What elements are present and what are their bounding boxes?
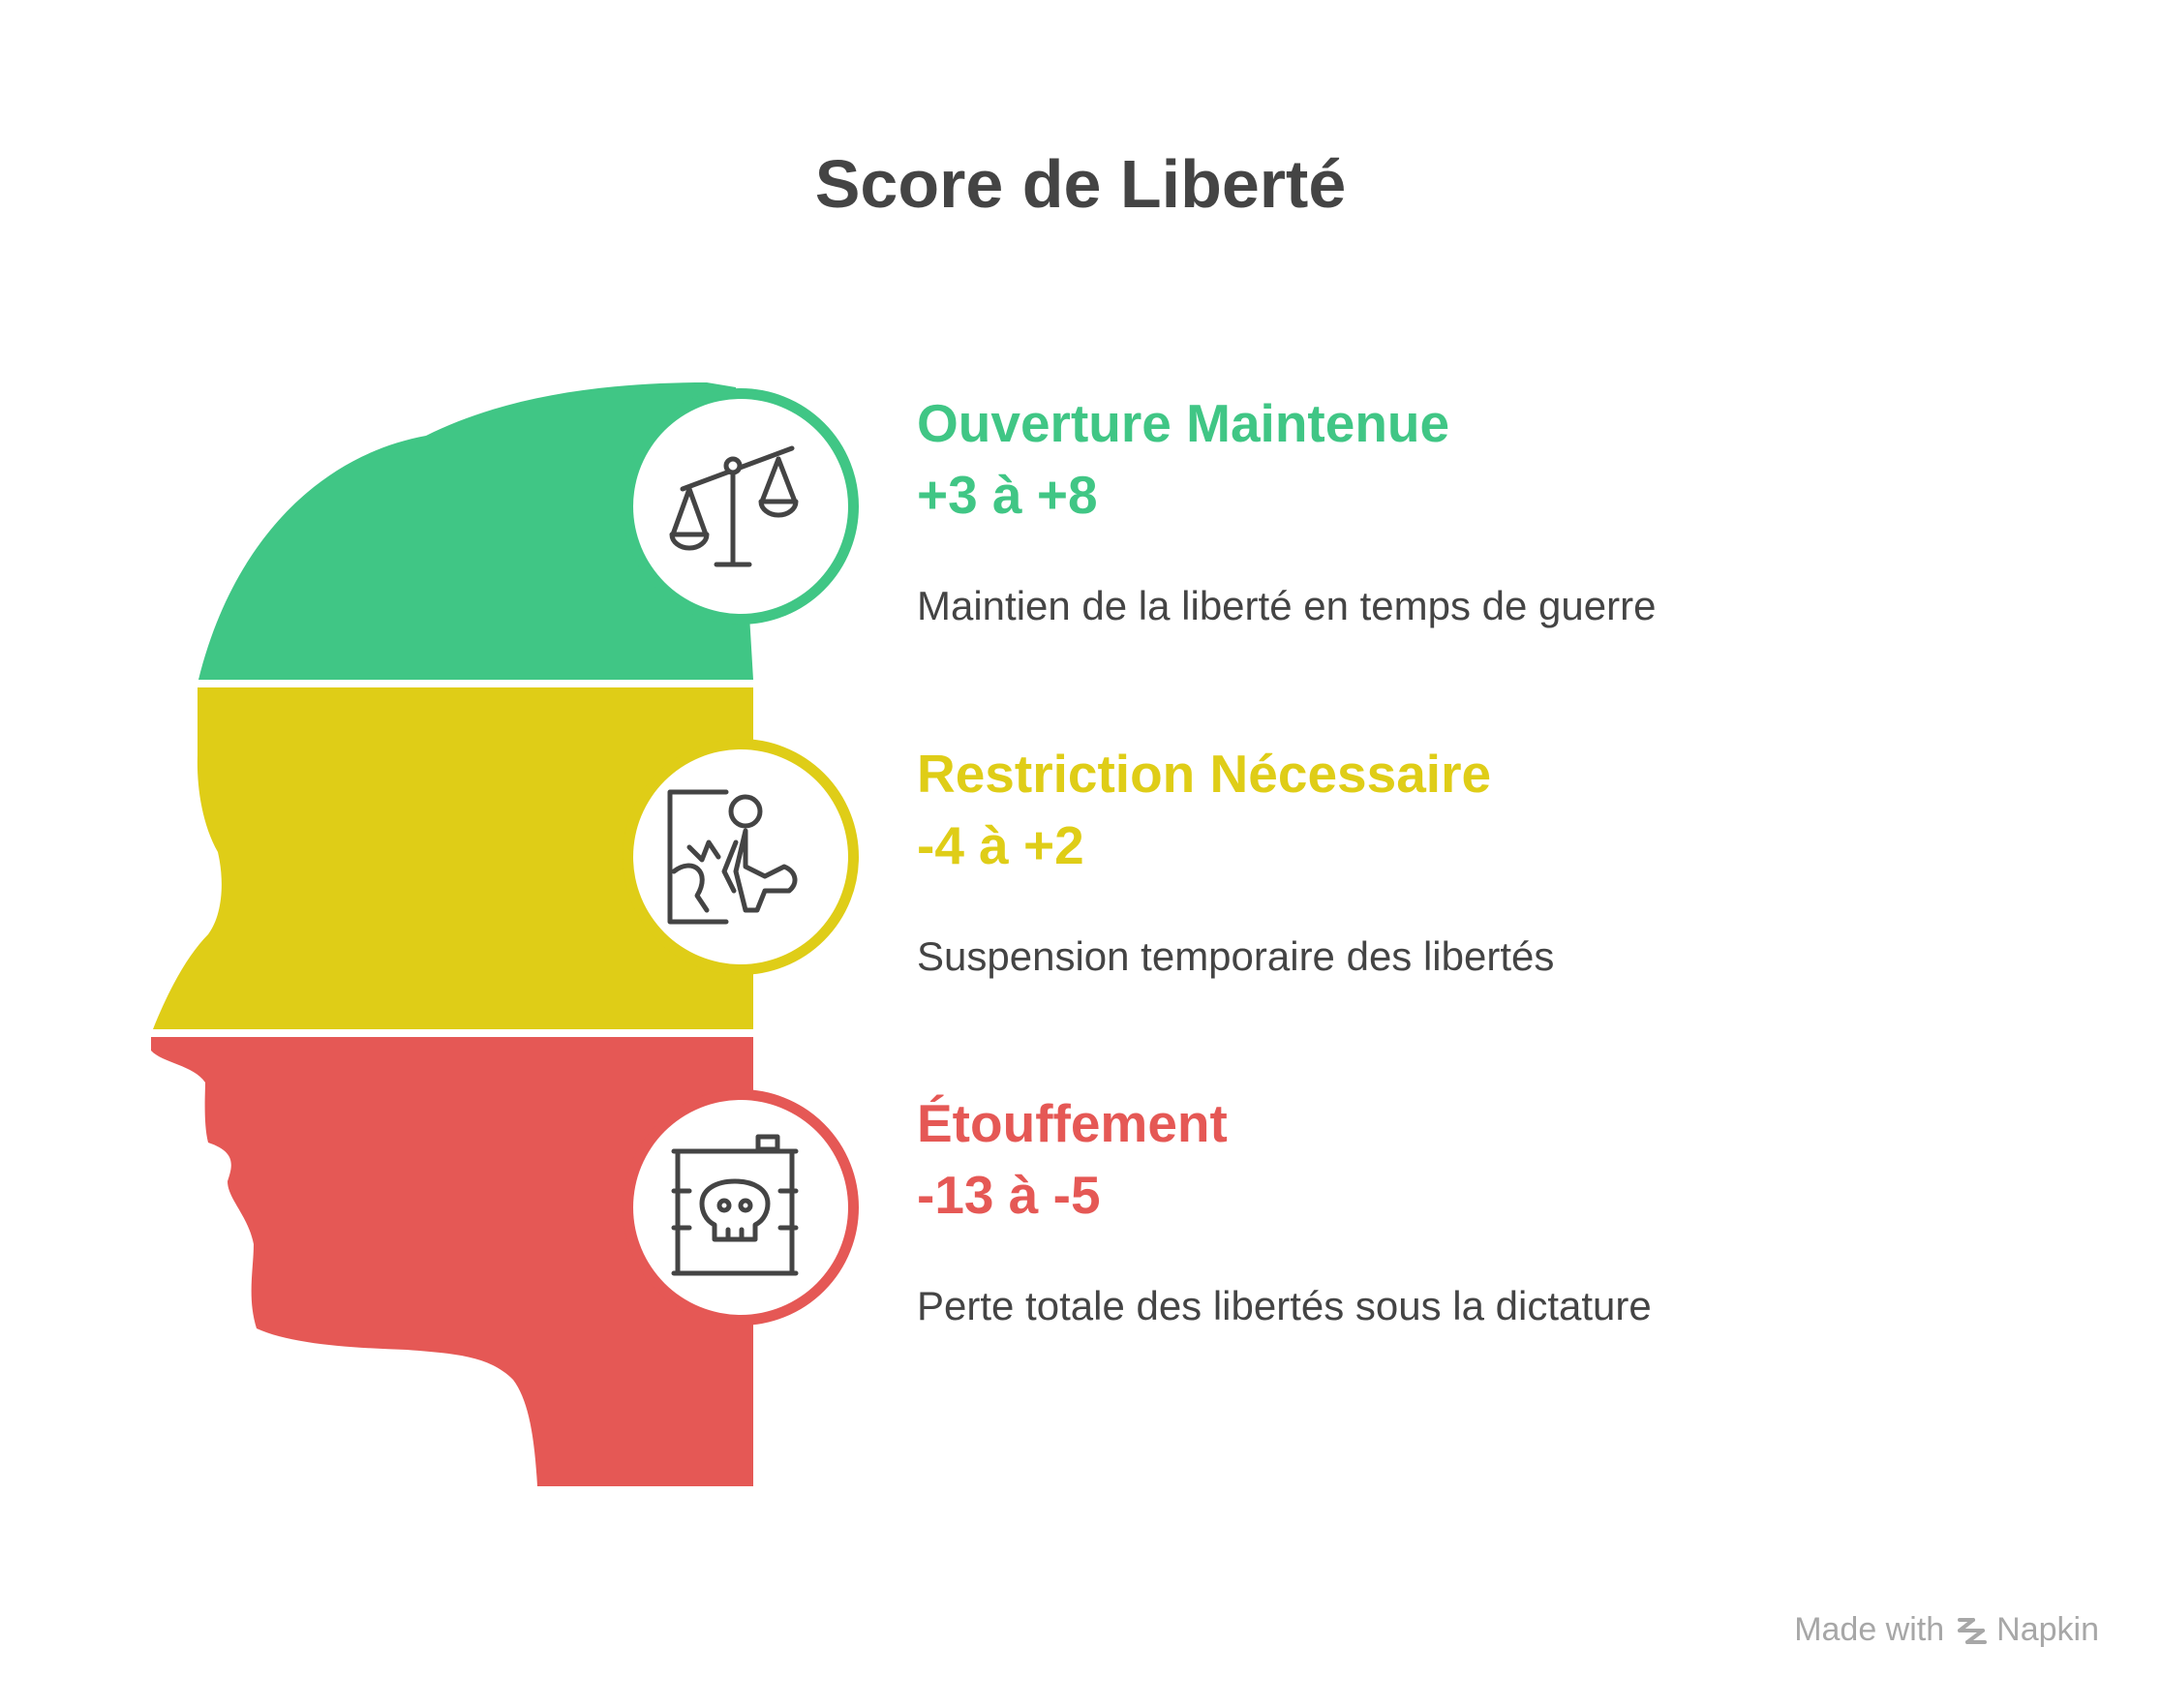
footer-credit: Made with Napkin <box>1794 1611 2099 1649</box>
page-title: Score de Liberté <box>814 146 1347 222</box>
level-item-suffocation: Étouffement -13 à -5 Perte totale des li… <box>917 1087 1652 1331</box>
circle-outline-green <box>623 388 859 625</box>
brand-name: Napkin <box>1996 1611 2099 1648</box>
skull-barrel-icon <box>671 1134 799 1276</box>
level-description: Suspension temporaire des libertés <box>917 933 1555 979</box>
circle-outline-yellow <box>623 739 859 975</box>
level-range: -13 à -5 <box>917 1165 1101 1225</box>
level-range: +3 à +8 <box>917 465 1098 525</box>
made-with-label: Made with <box>1794 1611 1945 1648</box>
balance-scale-icon <box>669 445 799 567</box>
level-title: Étouffement <box>917 1093 1228 1153</box>
circle-fill-green <box>633 399 848 614</box>
level-title: Restriction Nécessaire <box>917 744 1492 804</box>
level-item-open: Ouverture Maintenue +3 à +8 Maintien de … <box>917 387 1656 631</box>
napkin-brand: Napkin <box>1956 1611 2099 1649</box>
head-segment-red <box>151 1037 753 1486</box>
level-title: Ouverture Maintenue <box>917 393 1450 453</box>
person-restrained-icon <box>667 789 798 925</box>
head-segment-yellow <box>153 687 753 1029</box>
napkin-logo-icon <box>1958 1617 1988 1644</box>
level-description: Perte totale des libertés sous la dictat… <box>917 1283 1652 1328</box>
level-item-restriction: Restriction Nécessaire -4 à +2 Suspensio… <box>917 738 1554 982</box>
level-range: -4 à +2 <box>917 815 1084 875</box>
level-description: Maintien de la liberté en temps de guerr… <box>917 583 1657 628</box>
head-segment-green <box>198 382 753 680</box>
circle-outline-red <box>623 1089 859 1326</box>
